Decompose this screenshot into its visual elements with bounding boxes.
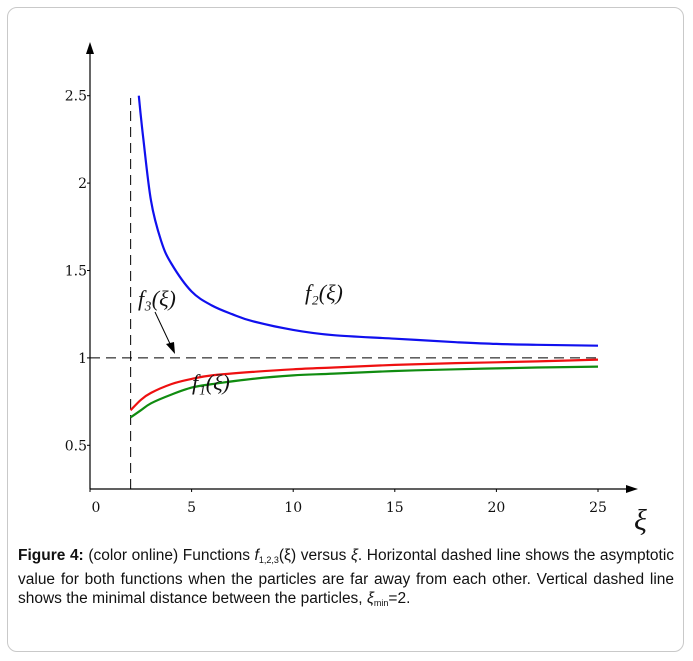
x-tick-label: 5: [187, 500, 196, 516]
series-line-1: [137, 95, 599, 347]
x-tick-label: 20: [487, 500, 505, 516]
figure-frame: [7, 7, 684, 652]
caption-label: Figure 4:: [18, 547, 84, 564]
caption-text-1: (color online) Functions: [83, 547, 255, 564]
x-tick-label: 15: [386, 500, 404, 516]
x-tick-label: 0: [92, 500, 101, 516]
caption-min-symbol: ξ: [366, 590, 374, 607]
y-tick-label: 2.5: [65, 89, 87, 105]
y-tick-label: 2: [78, 176, 87, 192]
series-line-2: [129, 358, 599, 412]
curves: [129, 95, 599, 419]
x-axis-arrow: [626, 485, 638, 493]
figure-caption: Figure 4: (color online) Functions f1,2,…: [18, 546, 674, 613]
caption-var-symbol: ξ: [350, 547, 358, 564]
caption-func-symbol: f: [254, 547, 259, 564]
y-axis-arrow: [86, 42, 94, 54]
y-tick-label: 1: [78, 351, 87, 367]
x-tick-label: 10: [284, 500, 302, 516]
f3-pointer-arrowhead: [166, 342, 175, 354]
caption-text-3: . Horizontal dashed line shows the asymp…: [18, 547, 675, 607]
y-tick-label: 1.5: [65, 264, 87, 280]
curve-label-1: f₂(ξ): [305, 280, 343, 305]
curve-labels: f₂(ξ) f₃(ξ) f₁(ξ): [138, 280, 343, 395]
x-tick-label: 25: [589, 500, 607, 516]
caption-text-4: =2.: [388, 590, 411, 607]
caption-text-2: (ξ) versus: [278, 547, 351, 564]
series-line-3: [130, 365, 599, 419]
chart: 0 5 10 15 20 25 0.5 1 1.5 2 2.5 f₂(ξ) f₃(ξ) f₁(ξ) ξ: [65, 42, 647, 537]
y-tick-label: 0.5: [65, 438, 87, 454]
caption-min-subscript: min: [373, 598, 389, 608]
f3-pointer-arrow: [154, 311, 173, 349]
curve-label-2: f₃(ξ): [138, 286, 176, 311]
ticks: 0 5 10 15 20 25 0.5 1 1.5 2 2.5: [65, 89, 607, 516]
curve-label-3: f₁(ξ): [192, 370, 230, 395]
x-axis-label: ξ: [634, 504, 647, 537]
caption-func-subscript: 1,2,3: [258, 555, 279, 565]
reference-lines: [90, 98, 600, 489]
axes: [86, 42, 638, 493]
